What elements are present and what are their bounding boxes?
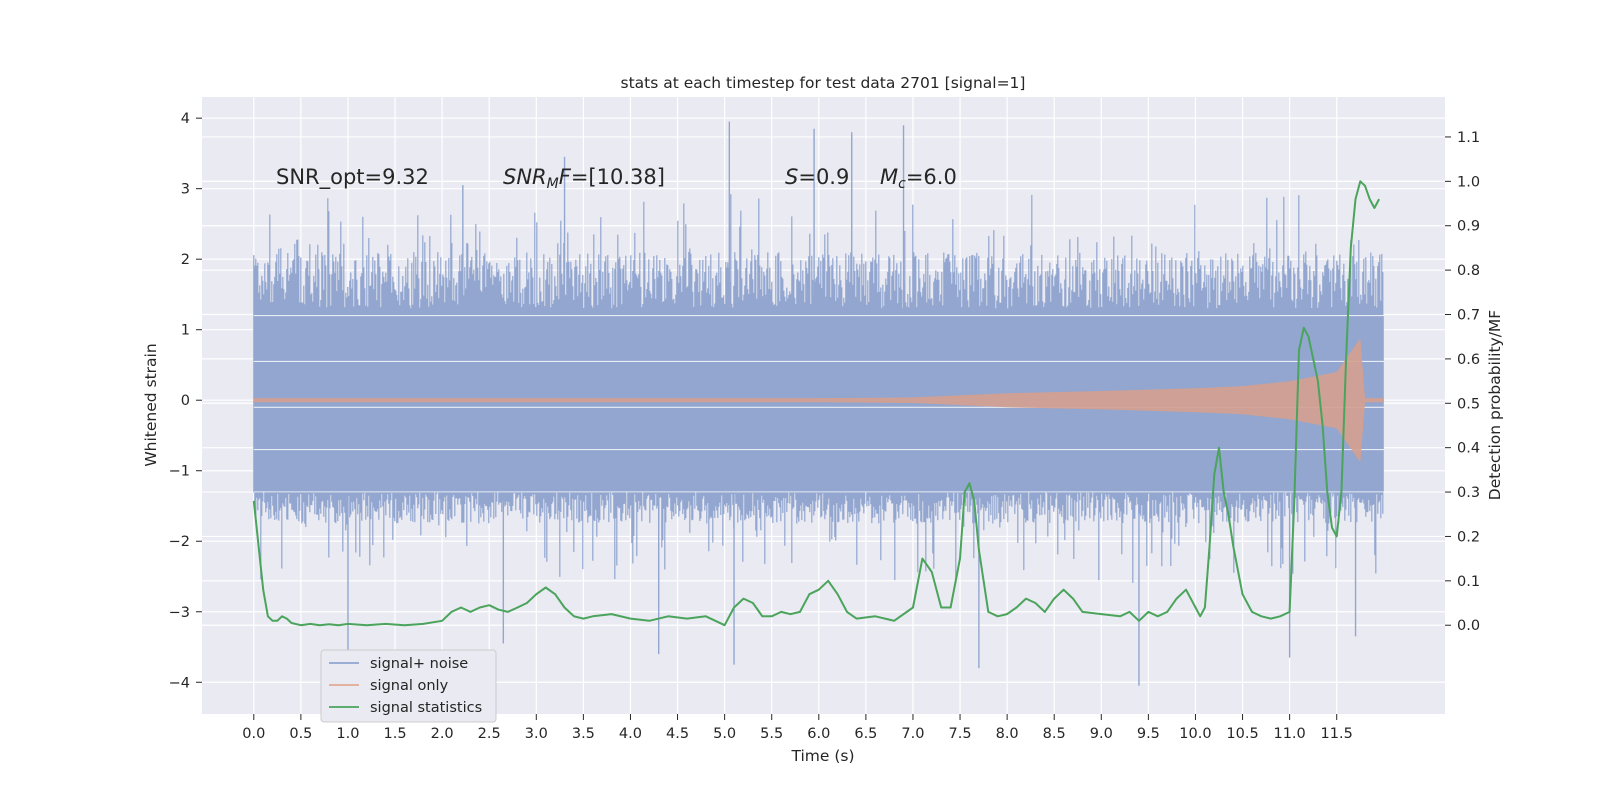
right-y-tick-label: 1.1 [1457, 130, 1480, 146]
x-tick-label: 8.5 [1043, 726, 1066, 742]
x-tick-label: 0.5 [289, 726, 312, 742]
right-y-tick-label: 0.9 [1457, 219, 1480, 235]
right-y-tick-label: 0.5 [1457, 396, 1480, 412]
x-tick-label: 9.5 [1137, 726, 1160, 742]
x-tick-label: 3.5 [572, 726, 595, 742]
mc-name: M [880, 165, 898, 189]
left-y-tick-label: −4 [169, 675, 190, 691]
left-y-axis-ticks: 4 3 2 1 0 −1 −2 −3 −4 [169, 111, 202, 691]
legend: signal+ noise signal only signal statist… [320, 649, 497, 723]
s-name: S [785, 165, 798, 189]
s-value: =0.9 [798, 165, 849, 189]
x-tick-label: 0.0 [242, 726, 265, 742]
x-tick-label: 9.0 [1090, 726, 1113, 742]
snr-mf-name: SNR [503, 165, 547, 189]
chart-title: stats at each timestep for test data 270… [621, 74, 1026, 92]
mc-value: =6.0 [906, 165, 957, 189]
x-tick-label: 4.0 [619, 726, 642, 742]
signal-statistics-line [252, 180, 1380, 627]
left-y-axis-label: Whitened strain [142, 343, 160, 466]
right-y-tick-label: 0.4 [1457, 441, 1480, 457]
x-tick-label: 6.0 [807, 726, 830, 742]
legend-label-signal-noise: signal+ noise [370, 656, 468, 672]
snr-mf-rest: F [559, 165, 572, 189]
snr-mf-annotation: SNRMF=[10.38] [503, 165, 665, 192]
snr-mf-sub: M [547, 176, 559, 192]
signal-only-series [253, 338, 1384, 463]
x-tick-label: 2.5 [478, 726, 501, 742]
mc-sub: c [898, 176, 906, 192]
right-y-tick-label: 0.0 [1457, 618, 1480, 634]
right-y-axis-ticks: 1.1 1.0 0.9 0.8 0.7 0.6 0.5 0.4 0.3 0.2 0.1 0.0 [1445, 130, 1480, 634]
x-tick-label: 1.5 [384, 726, 407, 742]
snr-mf-value: =[10.38] [571, 165, 665, 189]
x-tick-label: 10.5 [1226, 726, 1258, 742]
right-y-tick-label: 0.7 [1457, 308, 1480, 324]
right-y-tick-label: 0.1 [1457, 574, 1480, 590]
x-tick-label: 5.0 [713, 726, 736, 742]
right-y-tick-label: 0.8 [1457, 263, 1480, 279]
s-annotation: S=0.9 [785, 165, 849, 189]
x-tick-label: 7.0 [901, 726, 924, 742]
x-tick-label: 1.0 [336, 726, 359, 742]
left-y-tick-label: −3 [169, 605, 190, 621]
left-y-tick-label: 2 [181, 252, 190, 268]
right-y-tick-label: 0.3 [1457, 485, 1480, 501]
signal-only-envelope [253, 338, 1384, 463]
x-tick-label: 6.5 [854, 726, 877, 742]
left-y-tick-label: 4 [181, 111, 190, 127]
x-tick-label: 4.5 [666, 726, 689, 742]
signal-statistics-series [252, 180, 1380, 627]
x-tick-label: 5.5 [760, 726, 783, 742]
x-tick-label: 7.5 [949, 726, 972, 742]
x-tick-label: 11.5 [1321, 726, 1353, 742]
right-y-axis-label: Detection probability/MF [1486, 310, 1504, 501]
left-y-tick-label: 3 [181, 182, 190, 198]
snr-opt-annotation: SNR_opt=9.32 [276, 165, 429, 190]
x-tick-label: 10.0 [1179, 726, 1211, 742]
x-tick-label: 3.0 [525, 726, 548, 742]
x-tick-label: 8.0 [996, 726, 1019, 742]
right-y-tick-label: 0.2 [1457, 529, 1480, 545]
x-axis-ticks: 0.0 0.5 1.0 1.5 2.0 2.5 3.0 3.5 4.0 4.5 5.0 5.5 6.0 6… [242, 714, 1353, 742]
x-tick-label: 2.0 [431, 726, 454, 742]
right-y-tick-label: 0.6 [1457, 352, 1480, 368]
x-axis-label: Time (s) [790, 747, 854, 765]
mc-annotation: Mc=6.0 [880, 165, 957, 192]
left-y-tick-label: 1 [181, 323, 190, 339]
x-tick-label: 11.0 [1273, 726, 1305, 742]
left-y-tick-label: 0 [181, 393, 190, 409]
left-y-tick-label: −2 [169, 534, 190, 550]
left-y-tick-label: −1 [169, 464, 190, 480]
right-y-tick-label: 1.0 [1457, 174, 1480, 190]
legend-label-signal-only: signal only [370, 678, 449, 694]
legend-label-signal-statistics: signal statistics [370, 700, 482, 716]
legend-box [320, 649, 497, 723]
